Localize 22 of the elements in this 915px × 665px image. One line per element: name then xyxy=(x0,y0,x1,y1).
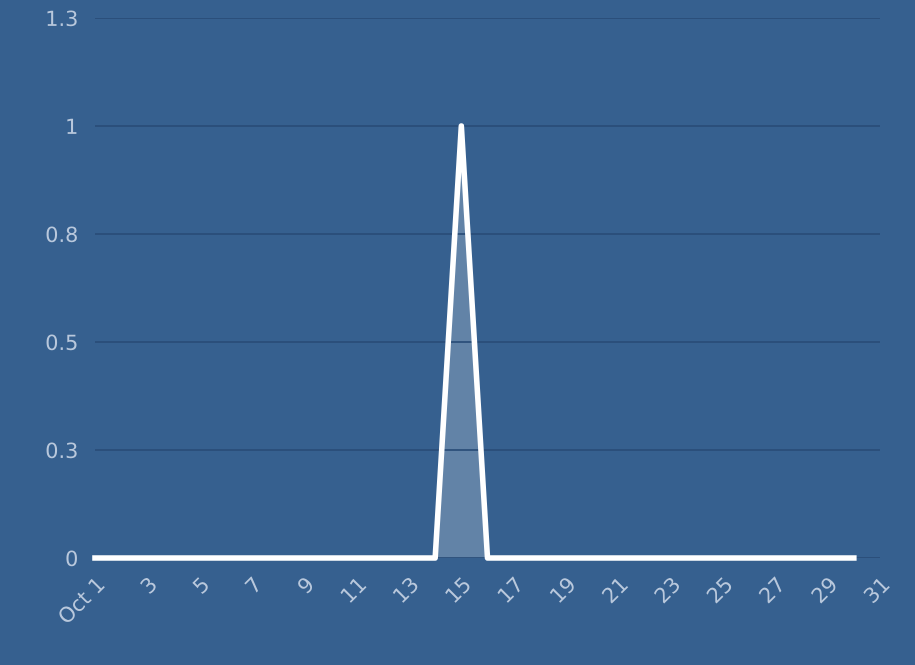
x-tick-label: 9 xyxy=(296,576,315,595)
y-tick-label: 1 xyxy=(67,118,76,134)
x-tick-label: 27 xyxy=(758,576,786,604)
x-tick-label: 7 xyxy=(244,576,262,594)
x-tick-label: 5 xyxy=(192,576,210,594)
x-tick-label: 17 xyxy=(496,576,524,603)
x-tick-label: 11 xyxy=(340,576,366,603)
y-tick-label: 1.3 xyxy=(47,10,77,26)
y-tick-label: 0 xyxy=(66,550,77,566)
y-tick-label: 0.5 xyxy=(46,334,77,350)
x-tick-label: 29 xyxy=(810,576,838,604)
x-tick-label: 21 xyxy=(600,576,628,604)
x-tick-label: 13 xyxy=(392,576,420,604)
y-tick-label: 0.8 xyxy=(46,226,77,242)
x-tick-label: Oct 1 xyxy=(56,576,106,625)
x-tick-label: 15 xyxy=(444,576,472,604)
x-tick-label: 23 xyxy=(653,576,681,604)
x-tick-label: 19 xyxy=(549,576,576,604)
x-tick-label: 31 xyxy=(862,576,890,604)
y-tick-label: 0.3 xyxy=(46,442,77,458)
x-tick-label: 25 xyxy=(706,576,734,604)
x-tick-label: 3 xyxy=(139,576,158,594)
